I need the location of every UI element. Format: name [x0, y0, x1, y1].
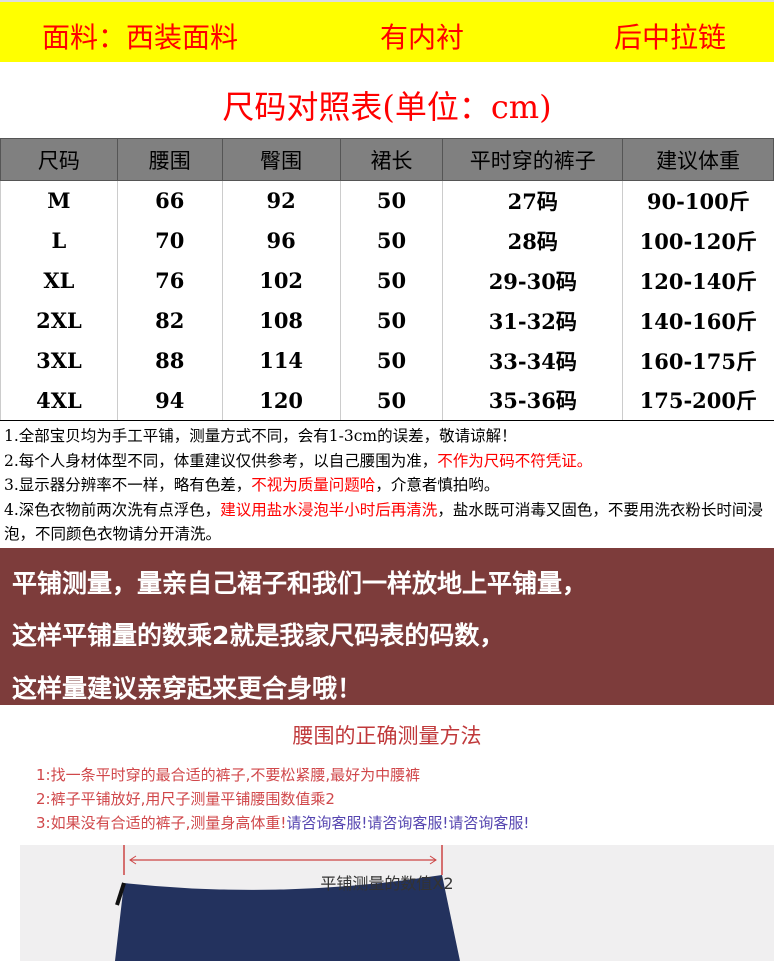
notes: 1.全部宝贝均为手工平铺，测量方式不同，会有1-3cm的误差，敬请谅解！ 2.每… — [4, 424, 772, 547]
table-cell: 90-100斤 — [622, 180, 774, 221]
method-title: 腰围的正确测量方法 — [292, 724, 482, 748]
table-cell: 114 — [221, 340, 341, 381]
table-cell: 50 — [339, 220, 443, 261]
table-cell: L — [0, 220, 118, 261]
table-cell: M — [0, 180, 118, 221]
table-cell: 88 — [116, 340, 223, 381]
size-table: 尺码 腰围 臀围 裙长 平时穿的裤子 建议体重 M 66 92 50 27码 90-100斤 L 70 9… — [0, 138, 774, 421]
table-cell: 120 — [221, 380, 341, 421]
table-cell: 76 — [116, 260, 223, 301]
column-header: 腰围 — [116, 138, 223, 181]
banner-line: 这样平铺量的数乘2就是我家尺码表的码数， — [12, 621, 505, 650]
lining-label: 有内衬 — [380, 21, 465, 54]
pants-photo — [20, 845, 774, 961]
table-cell: 140-160斤 — [622, 300, 774, 341]
table-cell: 50 — [339, 340, 443, 381]
step-text: 3:如果没有合适的裤子,测量身高体重! — [36, 814, 287, 832]
column-header: 建议体重 — [622, 138, 774, 181]
note-4: 4.深色衣物前两次洗有点浮色，建议用盐水浸泡半小时后再清洗，盐水既可消毒又固色，… — [4, 498, 772, 547]
table-row: 3XL 88 114 50 33-34码 160-175斤 — [0, 340, 774, 381]
table-cell: 120-140斤 — [622, 260, 774, 301]
table-row: M 66 92 50 27码 90-100斤 — [0, 180, 774, 221]
table-cell: 66 — [116, 180, 223, 221]
table-cell: 28码 — [442, 220, 623, 261]
table-row: 2XL 82 108 50 31-32码 140-160斤 — [0, 300, 774, 341]
method-step-3: 3:如果没有合适的裤子,测量身高体重!请咨询客服!请咨询客服!请咨询客服! — [36, 812, 529, 833]
note-highlight: 建议用盐水浸泡半小时后再清洗 — [220, 500, 438, 519]
note-text: 2.每个人身材体型不同，体重建议仅供参考，以自己腰围为准， — [4, 451, 438, 470]
measure-label: 平铺测量的数值X2 — [320, 874, 454, 893]
measure-banner: 平铺测量，量亲自己裙子和我们一样放地上平铺量， 这样平铺量的数乘2就是我家尺码表… — [0, 548, 774, 705]
note-highlight: 不作为尺码不符凭证。 — [437, 451, 593, 470]
table-cell: 4XL — [0, 380, 118, 421]
banner-line: 平铺测量，量亲自己裙子和我们一样放地上平铺量， — [12, 569, 588, 598]
note-text: ，盐水既可消毒又固色，不要用洗衣粉长时间浸泡，不同颜色衣物请分开清洗。 — [4, 500, 763, 544]
table-cell: 2XL — [0, 300, 118, 341]
table-cell: XL — [0, 260, 118, 301]
table-cell: 102 — [221, 260, 341, 301]
method-step-2: 2:裤子平铺放好,用尺子测量平铺腰围数值乘2 — [36, 790, 335, 808]
table-cell: 160-175斤 — [622, 340, 774, 381]
table-cell: 27码 — [442, 180, 623, 221]
contact-text: 请咨询客服!请咨询客服!请咨询客服! — [286, 814, 530, 832]
pants-shape — [115, 875, 460, 961]
table-cell: 35-36码 — [442, 380, 623, 421]
table-cell: 3XL — [0, 340, 118, 381]
note-highlight: 不视为质量问题哈 — [251, 476, 376, 494]
note-text: ，介意者慎拍哟。 — [375, 476, 500, 494]
zipper-label: 后中拉链 — [614, 21, 727, 54]
table-cell: 175-200斤 — [622, 380, 774, 421]
note-text: 4.深色衣物前两次洗有点浮色， — [4, 500, 221, 519]
banner-line: 这样量建议亲穿起来更合身哦！ — [12, 674, 363, 703]
table-cell: 29-30码 — [442, 260, 623, 301]
table-cell: 33-34码 — [442, 340, 623, 381]
feature-bar: 面料：西装面料 有内衬 后中拉链 — [0, 0, 774, 62]
table-cell: 82 — [116, 300, 223, 341]
table-cell: 70 — [116, 220, 223, 261]
table-cell: 108 — [221, 300, 341, 341]
column-header: 平时穿的裤子 — [442, 138, 624, 181]
table-cell: 50 — [339, 300, 443, 341]
fabric-label: 面料：西装面料 — [42, 21, 239, 54]
size-chart-title: 尺码对照表(单位：cm) — [222, 88, 552, 126]
table-cell: 94 — [116, 380, 223, 421]
note-text: 3.显示器分辨率不一样，略有色差， — [4, 476, 252, 494]
note-1: 1.全部宝贝均为手工平铺，测量方式不同，会有1-3cm的误差，敬请谅解！ — [4, 427, 517, 445]
table-cell: 50 — [339, 380, 443, 421]
pants-illustration — [115, 845, 460, 961]
table-row: 4XL 94 120 50 35-36码 175-200斤 — [0, 380, 774, 421]
table-row: L 70 96 50 28码 100-120斤 — [0, 220, 774, 261]
note-2: 2.每个人身材体型不同，体重建议仅供参考，以自己腰围为准，不作为尺码不符凭证。 — [4, 449, 772, 474]
table-cell: 31-32码 — [442, 300, 623, 341]
column-header: 尺码 — [0, 138, 118, 181]
column-header: 臀围 — [221, 138, 341, 181]
column-header: 裙长 — [339, 138, 444, 181]
note-3: 3.显示器分辨率不一样，略有色差，不视为质量问题哈，介意者慎拍哟。 — [4, 473, 772, 498]
method-step-1: 1:找一条平时穿的最合适的裤子,不要松紧腰,最好为中腰裤 — [36, 766, 421, 784]
table-row: XL 76 102 50 29-30码 120-140斤 — [0, 260, 774, 301]
table-cell: 96 — [221, 220, 341, 261]
table-cell: 100-120斤 — [622, 220, 774, 261]
table-cell: 50 — [339, 260, 443, 301]
table-cell: 50 — [339, 180, 443, 221]
table-cell: 92 — [221, 180, 341, 221]
